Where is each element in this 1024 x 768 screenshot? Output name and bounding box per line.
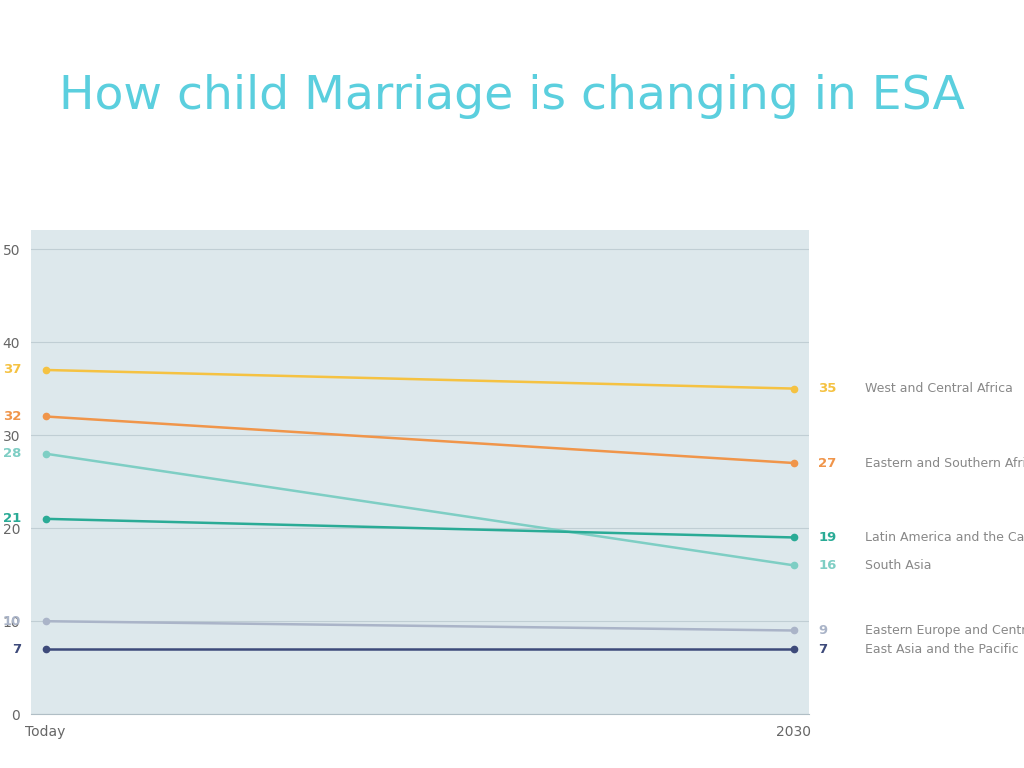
- Text: 27: 27: [818, 456, 837, 469]
- Text: Latin America and the Caribbean: Latin America and the Caribbean: [865, 531, 1024, 544]
- Text: 9: 9: [818, 624, 827, 637]
- Text: Eastern and Southern Africa: Eastern and Southern Africa: [865, 456, 1024, 469]
- Text: 28: 28: [3, 447, 22, 460]
- Text: 10: 10: [3, 614, 22, 627]
- Text: 7: 7: [818, 643, 827, 656]
- Text: 21: 21: [3, 512, 22, 525]
- Text: Eastern Europe and Central Asia: Eastern Europe and Central Asia: [865, 624, 1024, 637]
- Text: 16: 16: [818, 559, 837, 572]
- Text: West and Central Africa: West and Central Africa: [865, 382, 1013, 395]
- Text: South Asia: South Asia: [865, 559, 932, 572]
- Text: 37: 37: [3, 363, 22, 376]
- Text: East Asia and the Pacific: East Asia and the Pacific: [865, 643, 1019, 656]
- Text: 35: 35: [818, 382, 837, 395]
- Text: 19: 19: [818, 531, 837, 544]
- Text: How child Marriage is changing in ESA: How child Marriage is changing in ESA: [59, 74, 965, 119]
- Text: 32: 32: [3, 410, 22, 423]
- Text: 7: 7: [12, 643, 22, 656]
